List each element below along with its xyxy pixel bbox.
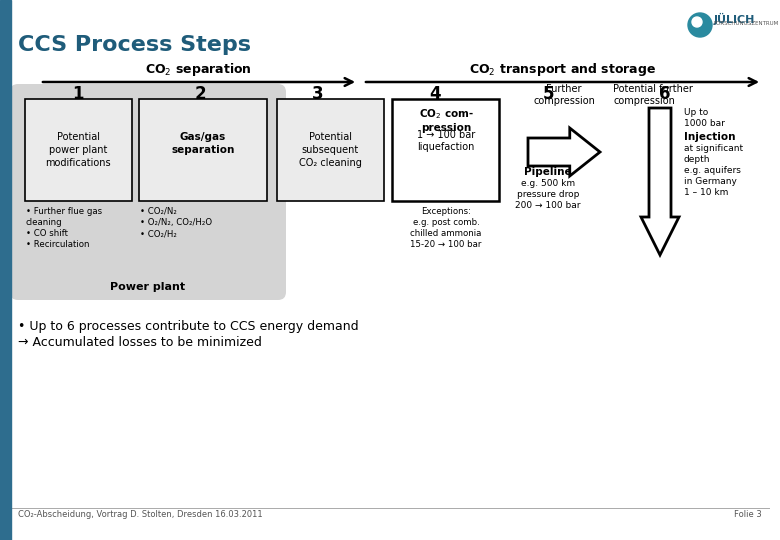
FancyBboxPatch shape [139, 99, 267, 201]
Bar [0, 0, 11, 540]
Text: CO₂-Abscheidung, Vortrag D. Stolten, Dresden 16.03.2011: CO₂-Abscheidung, Vortrag D. Stolten, Dre… [18, 510, 263, 519]
Text: FORSCHUNGSZENTRUM: FORSCHUNGSZENTRUM [714, 21, 779, 26]
Text: 6: 6 [659, 85, 671, 103]
Text: • CO₂/N₂
• O₂/N₂, CO₂/H₂O
• CO₂/H₂: • CO₂/N₂ • O₂/N₂, CO₂/H₂O • CO₂/H₂ [140, 207, 212, 238]
Text: Potential further
compression: Potential further compression [613, 84, 693, 106]
Polygon shape [528, 128, 600, 176]
Text: → Accumulated losses to be minimized: → Accumulated losses to be minimized [18, 336, 262, 349]
Text: 5: 5 [542, 85, 554, 103]
Text: CO$_2$ separation: CO$_2$ separation [144, 61, 251, 78]
Text: Further
compression: Further compression [533, 84, 595, 106]
FancyBboxPatch shape [25, 99, 132, 201]
Text: Exceptions:
e.g. post comb.
chilled ammonia
15-20 → 100 bar: Exceptions: e.g. post comb. chilled ammo… [410, 207, 482, 249]
Polygon shape [641, 108, 679, 255]
Text: Injection: Injection [684, 132, 736, 142]
FancyBboxPatch shape [10, 84, 286, 300]
Text: • Up to 6 processes contribute to CCS energy demand: • Up to 6 processes contribute to CCS en… [18, 320, 359, 333]
Text: Up to
1000 bar: Up to 1000 bar [684, 108, 725, 128]
Circle shape [688, 13, 712, 37]
Text: CO$_2$ transport and storage: CO$_2$ transport and storage [470, 61, 657, 78]
Text: at significant
depth
e.g. aquifers
in Germany
1 – 10 km: at significant depth e.g. aquifers in Ge… [684, 144, 743, 198]
Text: Gas/gas
separation: Gas/gas separation [172, 132, 235, 155]
Text: CO$_2$ com-
pression: CO$_2$ com- pression [419, 107, 473, 133]
Text: Folie 3: Folie 3 [734, 510, 762, 519]
Text: 3: 3 [312, 85, 324, 103]
Text: 4: 4 [429, 85, 441, 103]
Circle shape [692, 17, 702, 27]
FancyBboxPatch shape [277, 99, 384, 201]
Text: 1 → 100 bar
liquefaction: 1 → 100 bar liquefaction [417, 130, 475, 152]
FancyBboxPatch shape [392, 99, 499, 201]
Text: e.g. 500 km
pressure drop
200 → 100 bar: e.g. 500 km pressure drop 200 → 100 bar [516, 179, 581, 210]
Text: Potential
subsequent
CO₂ cleaning: Potential subsequent CO₂ cleaning [299, 132, 361, 168]
Text: Potential
power plant
modifications: Potential power plant modifications [45, 132, 111, 168]
Text: JÜLICH: JÜLICH [714, 13, 755, 25]
Text: • Further flue gas
cleaning
• CO shift
• Recirculation: • Further flue gas cleaning • CO shift •… [26, 207, 102, 249]
Text: 1: 1 [73, 85, 83, 103]
Text: Pipeline: Pipeline [524, 167, 572, 177]
Text: CCS Process Steps: CCS Process Steps [18, 35, 251, 55]
Text: Power plant: Power plant [111, 282, 186, 292]
Text: 2: 2 [194, 85, 206, 103]
